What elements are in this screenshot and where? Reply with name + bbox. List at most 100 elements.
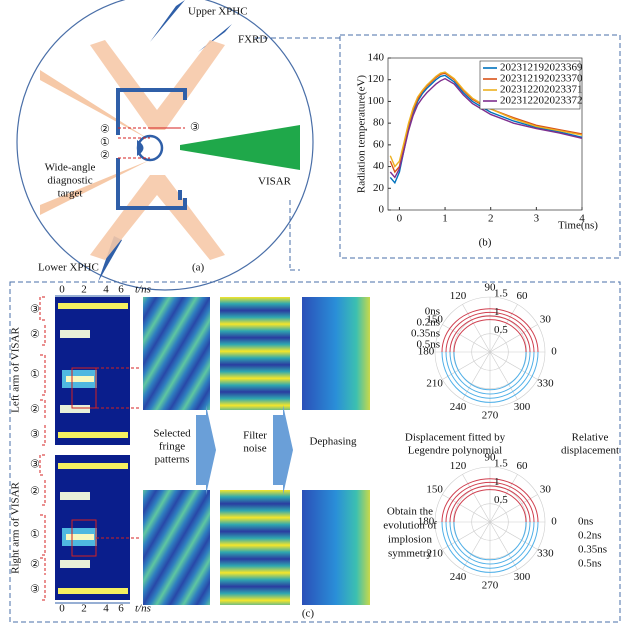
polar-angle: 210 bbox=[426, 378, 443, 390]
time-label: 0.5ns bbox=[416, 339, 440, 351]
polar-angle: 30 bbox=[540, 484, 552, 496]
method-label: implosion bbox=[388, 534, 433, 546]
polar-angle: 30 bbox=[540, 314, 552, 326]
fitted-curve bbox=[449, 351, 531, 395]
polar-angle: 60 bbox=[517, 460, 529, 472]
polar-angle: 150 bbox=[426, 484, 443, 496]
time-label: 0ns bbox=[578, 516, 593, 528]
polar-radius: 0.5 bbox=[494, 324, 508, 336]
series-line bbox=[389, 71, 583, 168]
polar-angle: 240 bbox=[450, 571, 467, 583]
time-tick-label: 6 bbox=[118, 603, 124, 615]
fringe-mark: ③ bbox=[30, 584, 40, 596]
polar-angle: 300 bbox=[514, 401, 531, 413]
polar-angle: 0 bbox=[551, 346, 557, 358]
panel-b-frame bbox=[339, 34, 621, 259]
x-tick-label: 3 bbox=[534, 213, 540, 225]
polar-angle: 180 bbox=[418, 346, 435, 358]
polar-angle: 120 bbox=[450, 460, 467, 472]
polar-radius: 1 bbox=[494, 306, 500, 318]
polar-radius: 1.5 bbox=[494, 288, 508, 300]
label: target bbox=[58, 188, 83, 200]
fringe-mark: ② bbox=[30, 329, 40, 341]
label: VISAR bbox=[258, 176, 292, 188]
x-tick-label: 4 bbox=[579, 213, 585, 225]
polar-plots bbox=[434, 296, 546, 578]
label: Wide-angle bbox=[45, 162, 96, 174]
polar-radius: 1 bbox=[494, 476, 500, 488]
panel-label: (c) bbox=[302, 608, 315, 620]
polar-radius: 1.5 bbox=[494, 458, 508, 470]
displacement-curve bbox=[445, 481, 535, 523]
x-tick-label: 2 bbox=[488, 213, 494, 225]
label: diagnostic bbox=[47, 175, 92, 187]
time-label: 0.2ns bbox=[578, 530, 602, 542]
fitted-curve bbox=[449, 521, 531, 565]
panel-label: (b) bbox=[479, 237, 492, 249]
fringe-mark: ③ bbox=[30, 459, 40, 471]
method-label: evolution of bbox=[383, 520, 437, 532]
polar-spoke bbox=[489, 521, 538, 550]
fringe-mark: ③ bbox=[30, 429, 40, 441]
label: FXRD bbox=[238, 34, 267, 46]
panel-c-images bbox=[39, 296, 370, 605]
fringe-mark: ② bbox=[30, 559, 40, 571]
polar-angle: 90 bbox=[485, 452, 497, 464]
label: Lower XPHC bbox=[38, 262, 99, 274]
polar-spoke bbox=[462, 474, 491, 523]
polar-spoke bbox=[489, 324, 538, 353]
time-label: 0.35ns bbox=[578, 544, 607, 556]
polar-spoke bbox=[442, 351, 491, 380]
y-tick-label: 60 bbox=[373, 138, 385, 150]
y-tick-label: 0 bbox=[379, 204, 385, 216]
target-mark: ① bbox=[100, 137, 110, 149]
target-mark: ② bbox=[100, 124, 110, 136]
y-tick-label: 20 bbox=[373, 182, 385, 194]
fitted-curve bbox=[453, 521, 527, 561]
time-tick-label: 6 bbox=[118, 284, 124, 296]
displacement-curve bbox=[449, 485, 531, 523]
polar-spoke bbox=[462, 521, 491, 570]
displacement-curve bbox=[445, 311, 535, 353]
y-tick-label: 120 bbox=[368, 73, 385, 85]
time-label: 0ns bbox=[425, 306, 440, 318]
panel-a-art bbox=[16, 0, 340, 291]
legend-entry: 202312202023371 bbox=[500, 84, 583, 96]
legend-entry: 202312202023372 bbox=[500, 95, 583, 107]
panel-c-frame bbox=[9, 281, 621, 623]
arm-label: Left arm of VISAR bbox=[10, 327, 22, 413]
method-label: Legendre polynomial bbox=[408, 445, 502, 457]
polar-spoke bbox=[489, 304, 518, 353]
polar-spoke bbox=[489, 521, 518, 570]
polar-spoke bbox=[489, 351, 538, 380]
method-label: displacement bbox=[561, 445, 619, 457]
time-unit: t/ns bbox=[135, 284, 151, 296]
fitted-curve bbox=[441, 351, 539, 403]
step-label: Filter bbox=[243, 430, 267, 442]
y-tick-label: 40 bbox=[373, 160, 385, 172]
polar-angle: 330 bbox=[537, 548, 554, 560]
label: Upper XPHC bbox=[188, 6, 248, 18]
fitted-curve bbox=[453, 351, 527, 391]
target-mark: ② bbox=[100, 150, 110, 162]
time-label: 0.35ns bbox=[411, 328, 440, 340]
fringe-mark: ③ bbox=[30, 304, 40, 316]
time-label: 0.2ns bbox=[416, 317, 440, 329]
fitted-curve bbox=[441, 521, 539, 573]
polar-spoke bbox=[462, 351, 491, 400]
step-label: patterns bbox=[155, 454, 190, 466]
fringe-mark: ① bbox=[30, 529, 40, 541]
time-tick-label: 0 bbox=[59, 284, 65, 296]
panel-label: (a) bbox=[192, 262, 205, 274]
time-tick-label: 4 bbox=[103, 603, 109, 615]
polar-spoke bbox=[489, 474, 518, 523]
fringe-mark: ② bbox=[30, 486, 40, 498]
polar-spoke bbox=[462, 304, 491, 353]
x-tick-label: 1 bbox=[442, 213, 448, 225]
y-axis-label: Radiation temperature(eV) bbox=[356, 75, 368, 194]
displacement-curve bbox=[453, 319, 527, 353]
y-tick-label: 140 bbox=[368, 52, 385, 64]
polar-angle: 210 bbox=[426, 548, 443, 560]
polar-angle: 90 bbox=[485, 282, 497, 294]
polar-angle: 180 bbox=[418, 516, 435, 528]
